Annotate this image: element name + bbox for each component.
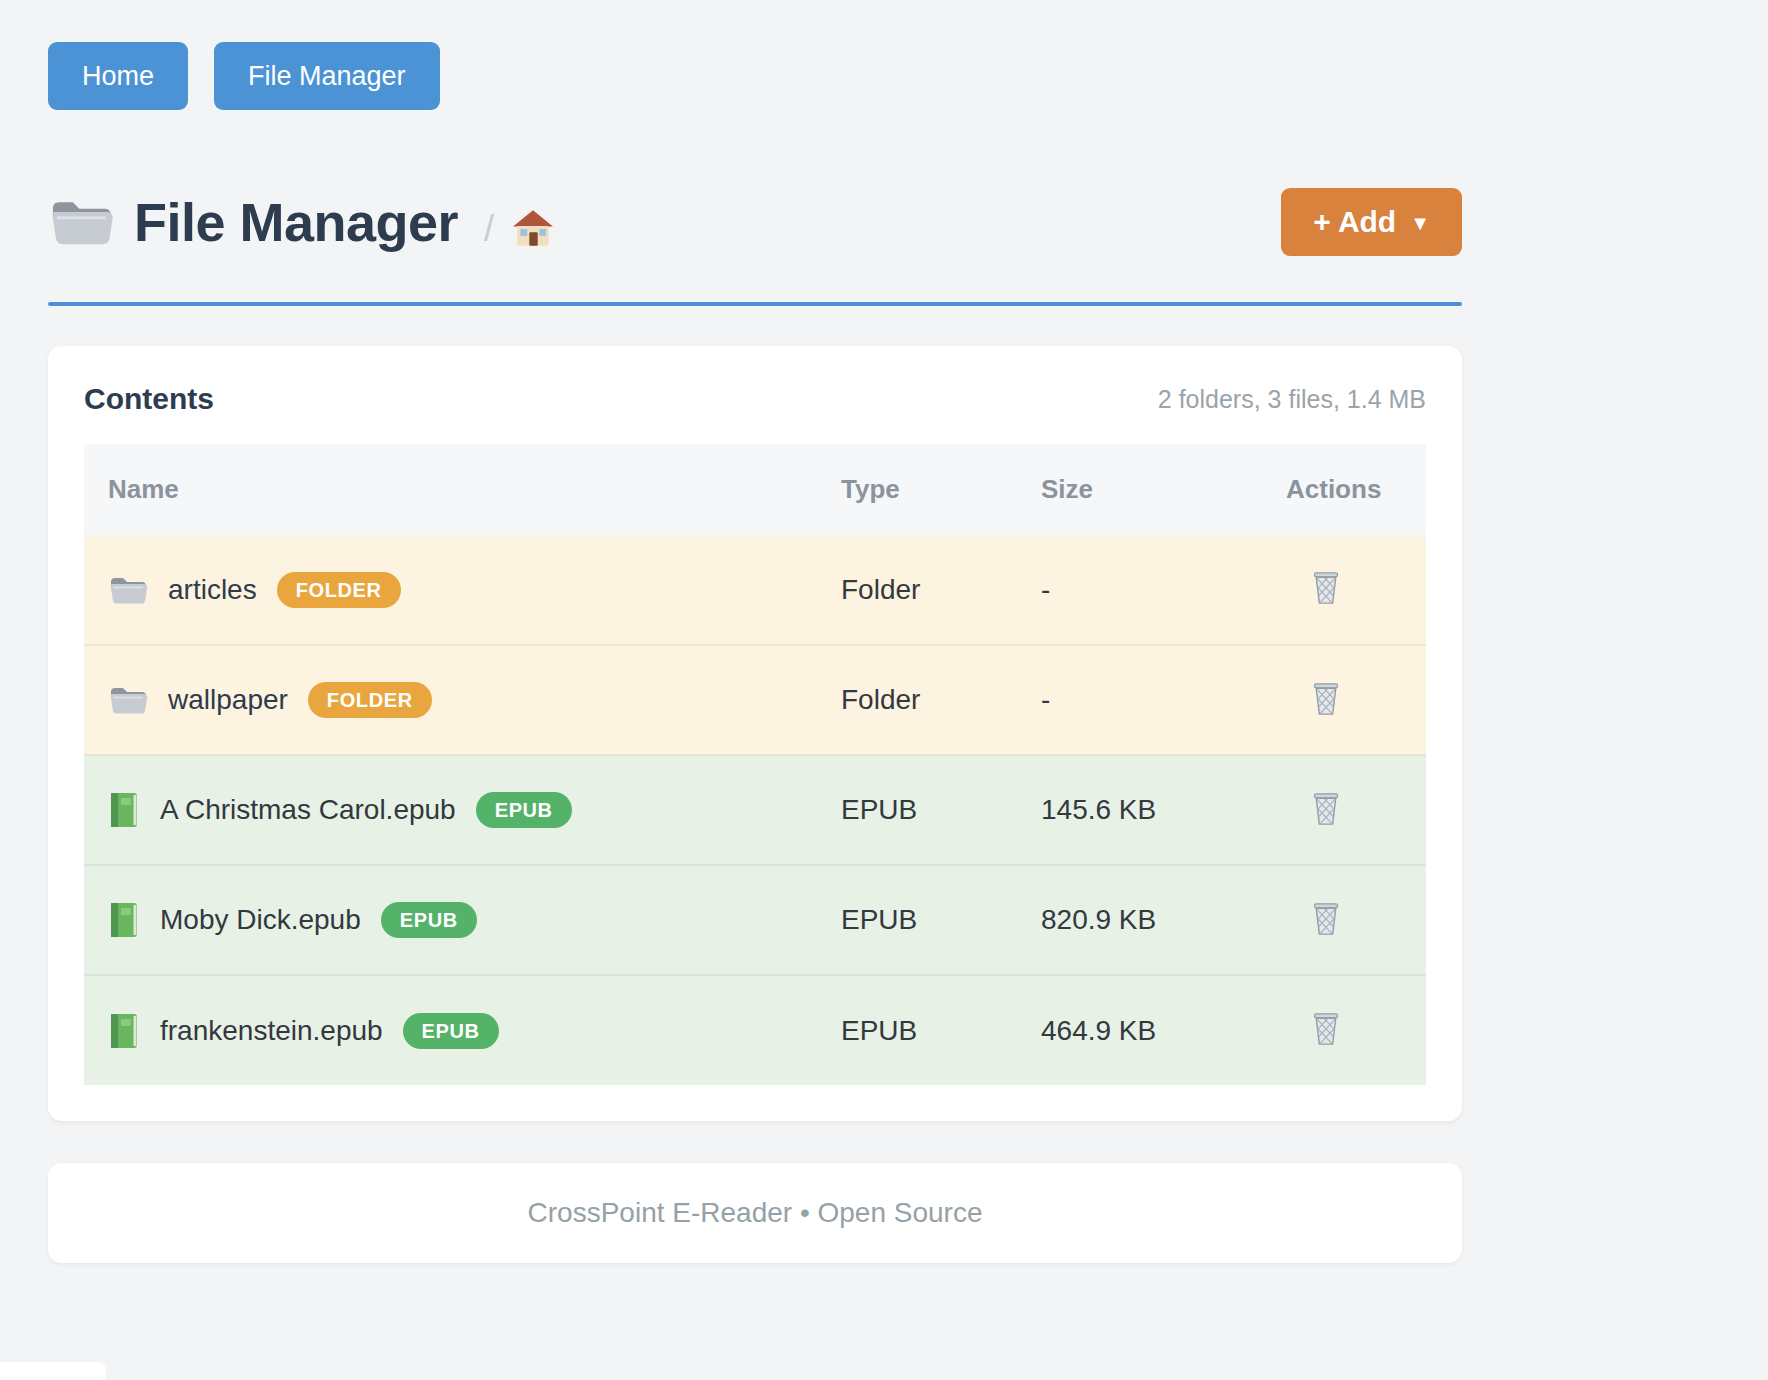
- epub-badge: EPUB: [403, 1013, 499, 1049]
- column-header-name: Name: [84, 444, 841, 535]
- folder-badge: FOLDER: [277, 572, 401, 608]
- column-header-type: Type: [841, 444, 1041, 535]
- column-header-size: Size: [1041, 444, 1286, 535]
- footer-text: CrossPoint E-Reader • Open Source: [528, 1197, 983, 1229]
- table-row: Moby Dick.epub EPUB EPUB 820.9 KB: [84, 865, 1426, 975]
- breadcrumb-separator: /: [484, 208, 494, 250]
- delete-button[interactable]: [1306, 787, 1346, 831]
- epub-badge: EPUB: [476, 792, 572, 828]
- type-cell: EPUB: [841, 755, 1041, 865]
- card-header: Contents 2 folders, 3 files, 1.4 MB: [84, 382, 1426, 416]
- type-cell: EPUB: [841, 865, 1041, 975]
- book-icon: [108, 1012, 140, 1050]
- page-header: File Manager / + Add ▼: [48, 188, 1462, 256]
- type-cell: Folder: [841, 535, 1041, 645]
- delete-button[interactable]: [1306, 566, 1346, 610]
- folder-name-link[interactable]: wallpaper: [168, 684, 288, 716]
- type-cell: Folder: [841, 645, 1041, 755]
- delete-button[interactable]: [1306, 897, 1346, 941]
- add-button-label: + Add: [1313, 205, 1396, 239]
- footer-card: CrossPoint E-Reader • Open Source: [48, 1163, 1462, 1263]
- browser-status-bar: [0, 1362, 106, 1380]
- file-name-link[interactable]: A Christmas Carol.epub: [160, 794, 456, 826]
- trash-icon: [1310, 791, 1342, 827]
- chevron-down-icon: ▼: [1410, 212, 1430, 235]
- size-cell: 145.6 KB: [1041, 755, 1286, 865]
- table-row: frankenstein.epub EPUB EPUB 464.9 KB: [84, 975, 1426, 1085]
- contents-summary: 2 folders, 3 files, 1.4 MB: [1158, 385, 1426, 414]
- nav-file-manager-button[interactable]: File Manager: [214, 42, 440, 110]
- folder-name-link[interactable]: articles: [168, 574, 257, 606]
- trash-icon: [1310, 570, 1342, 606]
- type-cell: EPUB: [841, 975, 1041, 1085]
- file-name-link[interactable]: frankenstein.epub: [160, 1015, 383, 1047]
- delete-button[interactable]: [1306, 1007, 1346, 1051]
- size-cell: 820.9 KB: [1041, 865, 1286, 975]
- top-nav: Home File Manager: [48, 42, 1462, 110]
- file-name-link[interactable]: Moby Dick.epub: [160, 904, 361, 936]
- trash-icon: [1310, 901, 1342, 937]
- folder-icon: [48, 195, 114, 249]
- page-title: File Manager: [134, 191, 458, 253]
- folder-icon: [108, 573, 148, 607]
- card-title: Contents: [84, 382, 214, 416]
- book-icon: [108, 901, 140, 939]
- size-cell: -: [1041, 535, 1286, 645]
- epub-badge: EPUB: [381, 902, 477, 938]
- title-group: File Manager /: [48, 191, 1281, 253]
- folder-badge: FOLDER: [308, 682, 432, 718]
- nav-home-button[interactable]: Home: [48, 42, 188, 110]
- table-row: A Christmas Carol.epub EPUB EPUB 145.6 K…: [84, 755, 1426, 865]
- add-button[interactable]: + Add ▼: [1281, 188, 1462, 256]
- delete-button[interactable]: [1306, 677, 1346, 721]
- table-row: articles FOLDER Folder -: [84, 535, 1426, 645]
- size-cell: -: [1041, 645, 1286, 755]
- size-cell: 464.9 KB: [1041, 975, 1286, 1085]
- folder-icon: [108, 683, 148, 717]
- table-header-row: Name Type Size Actions: [84, 444, 1426, 535]
- title-divider: [48, 302, 1462, 306]
- column-header-actions: Actions: [1286, 444, 1426, 535]
- contents-card: Contents 2 folders, 3 files, 1.4 MB Name…: [48, 346, 1462, 1121]
- trash-icon: [1310, 681, 1342, 717]
- table-row: wallpaper FOLDER Folder -: [84, 645, 1426, 755]
- book-icon: [108, 791, 140, 829]
- page-container: Home File Manager File Manager / + Add ▼…: [48, 0, 1462, 1263]
- trash-icon: [1310, 1011, 1342, 1047]
- file-table: Name Type Size Actions articles FOLDER F…: [84, 444, 1426, 1085]
- home-icon[interactable]: [512, 208, 554, 248]
